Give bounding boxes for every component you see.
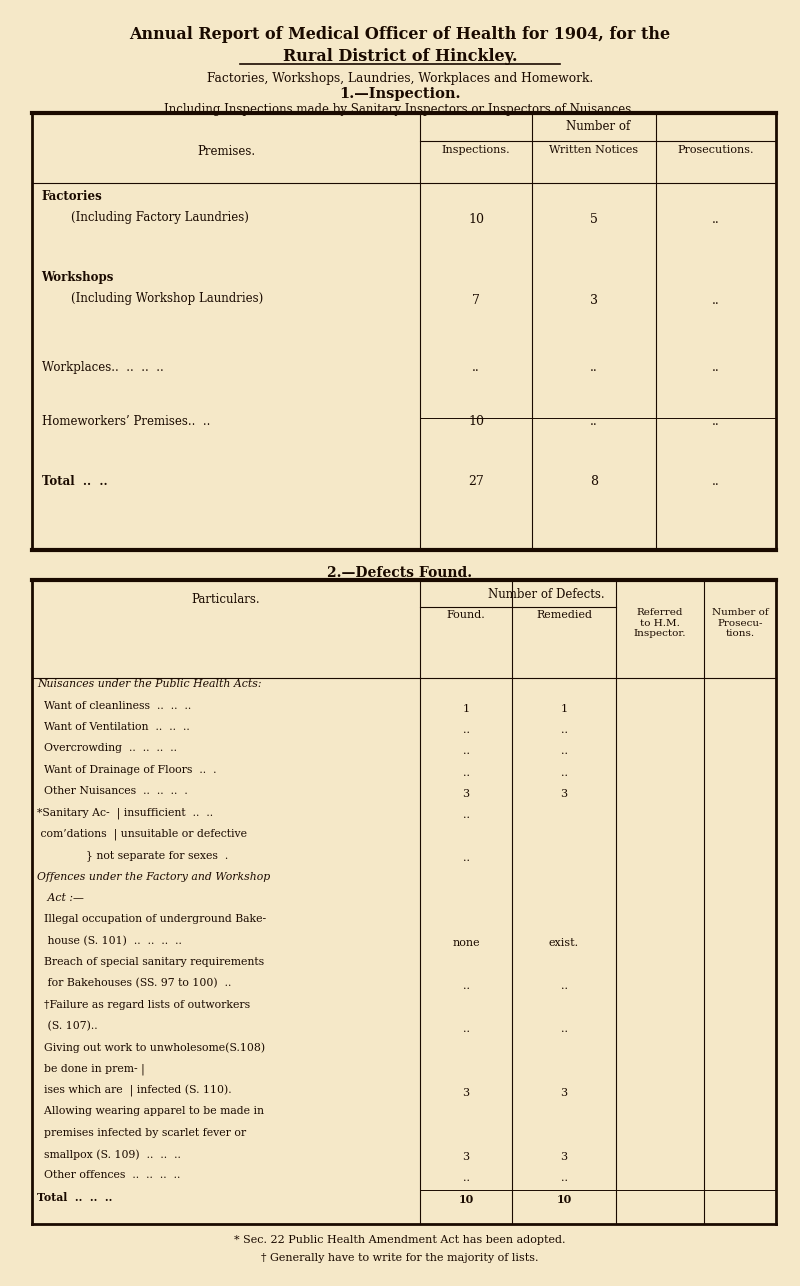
Text: Want of Ventilation  ..  ..  ..: Want of Ventilation .. .. .. bbox=[37, 723, 190, 732]
Text: ..: .. bbox=[462, 810, 470, 820]
Text: exist.: exist. bbox=[549, 939, 579, 949]
Text: 3: 3 bbox=[561, 1152, 567, 1163]
Text: Prosecutions.: Prosecutions. bbox=[678, 145, 754, 156]
Text: Factories, Workshops, Laundries, Workplaces and Homework.: Factories, Workshops, Laundries, Workpla… bbox=[207, 72, 593, 85]
Text: ..: .. bbox=[712, 475, 720, 487]
Text: Giving out work to unwholesome(S.108): Giving out work to unwholesome(S.108) bbox=[37, 1043, 265, 1053]
Text: be done in prem- |: be done in prem- | bbox=[37, 1064, 145, 1075]
Text: Nuisances under the Public Health Acts:: Nuisances under the Public Health Acts: bbox=[37, 679, 262, 689]
Text: *Sanitary Ac-  | insufficient  ..  ..: *Sanitary Ac- | insufficient .. .. bbox=[37, 808, 213, 819]
Text: ..: .. bbox=[462, 725, 470, 736]
Text: Allowing wearing apparel to be made in: Allowing wearing apparel to be made in bbox=[37, 1106, 264, 1116]
Text: 3: 3 bbox=[561, 790, 567, 799]
Text: ..: .. bbox=[561, 768, 567, 778]
Text: Total  ..  ..: Total .. .. bbox=[42, 475, 107, 487]
Text: Want of Drainage of Floors  ..  .: Want of Drainage of Floors .. . bbox=[37, 765, 216, 775]
Text: 10: 10 bbox=[556, 1195, 572, 1205]
Text: Overcrowding  ..  ..  ..  ..: Overcrowding .. .. .. .. bbox=[37, 743, 177, 754]
Text: 3: 3 bbox=[462, 1088, 470, 1098]
Text: ..: .. bbox=[561, 1173, 567, 1183]
Text: ..: .. bbox=[462, 746, 470, 756]
Text: none: none bbox=[452, 939, 480, 949]
Text: ..: .. bbox=[590, 415, 598, 428]
Text: Number of
Prosecu-
tions.: Number of Prosecu- tions. bbox=[712, 608, 768, 638]
Text: 10: 10 bbox=[468, 415, 484, 428]
Text: 3: 3 bbox=[462, 790, 470, 799]
Text: † Generally have to write for the majority of lists.: † Generally have to write for the majori… bbox=[262, 1253, 538, 1263]
Text: †Failure as regard lists of outworkers: †Failure as regard lists of outworkers bbox=[37, 999, 250, 1010]
Text: ..: .. bbox=[561, 746, 567, 756]
Text: Inspections.: Inspections. bbox=[442, 145, 510, 156]
Text: Premises.: Premises. bbox=[197, 145, 255, 158]
Text: 5: 5 bbox=[590, 213, 598, 226]
Text: smallpox (S. 109)  ..  ..  ..: smallpox (S. 109) .. .. .. bbox=[37, 1150, 181, 1160]
Text: (Including Factory Laundries): (Including Factory Laundries) bbox=[56, 211, 249, 224]
Text: Particulars.: Particulars. bbox=[192, 593, 260, 606]
Text: ..: .. bbox=[462, 1173, 470, 1183]
Text: ..: .. bbox=[712, 213, 720, 226]
Text: ..: .. bbox=[462, 981, 470, 992]
Text: Remedied: Remedied bbox=[536, 610, 592, 620]
Text: Other offences  ..  ..  ..  ..: Other offences .. .. .. .. bbox=[37, 1170, 180, 1181]
Text: Offences under the Factory and Workshop: Offences under the Factory and Workshop bbox=[37, 872, 270, 882]
Text: 3: 3 bbox=[590, 294, 598, 307]
Text: 1.—Inspection.: 1.—Inspection. bbox=[339, 87, 461, 102]
Text: ..: .. bbox=[590, 361, 598, 374]
Text: 1: 1 bbox=[462, 703, 470, 714]
Text: 8: 8 bbox=[590, 475, 598, 487]
Text: (S. 107)..: (S. 107).. bbox=[37, 1021, 98, 1031]
Text: 1: 1 bbox=[561, 703, 567, 714]
Text: Annual Report of Medical Officer of Health for 1904, for the: Annual Report of Medical Officer of Heal… bbox=[130, 26, 670, 42]
Text: Written Notices: Written Notices bbox=[550, 145, 638, 156]
Text: Number of Defects.: Number of Defects. bbox=[488, 588, 604, 601]
Text: ..: .. bbox=[712, 415, 720, 428]
Text: com’dations  | unsuitable or defective: com’dations | unsuitable or defective bbox=[37, 829, 246, 840]
Text: Factories: Factories bbox=[42, 190, 102, 203]
Text: Other Nuisances  ..  ..  ..  .: Other Nuisances .. .. .. . bbox=[37, 786, 187, 796]
Text: Act :—: Act :— bbox=[37, 892, 84, 903]
Text: Homeworkers’ Premises..  ..: Homeworkers’ Premises.. .. bbox=[42, 415, 210, 428]
Text: ..: .. bbox=[712, 294, 720, 307]
Text: ..: .. bbox=[712, 361, 720, 374]
Text: 10: 10 bbox=[458, 1195, 474, 1205]
Text: ..: .. bbox=[462, 853, 470, 863]
Text: ..: .. bbox=[561, 725, 567, 736]
Text: 10: 10 bbox=[468, 213, 484, 226]
Text: Rural District of Hinckley.: Rural District of Hinckley. bbox=[282, 48, 518, 64]
Text: Found.: Found. bbox=[446, 610, 486, 620]
Text: Referred
to H.M.
Inspector.: Referred to H.M. Inspector. bbox=[634, 608, 686, 638]
Text: Total  ..  ..  ..: Total .. .. .. bbox=[37, 1192, 112, 1202]
Text: ..: .. bbox=[561, 1024, 567, 1034]
Text: 2.—Defects Found.: 2.—Defects Found. bbox=[327, 566, 473, 580]
Text: ..: .. bbox=[472, 361, 480, 374]
Text: Workshops: Workshops bbox=[42, 271, 114, 284]
Text: Want of cleanliness  ..  ..  ..: Want of cleanliness .. .. .. bbox=[37, 701, 191, 711]
Text: 27: 27 bbox=[468, 475, 484, 487]
Text: Number of: Number of bbox=[566, 120, 630, 132]
Text: 3: 3 bbox=[462, 1152, 470, 1163]
Text: ..: .. bbox=[462, 768, 470, 778]
Text: Including Inspections made by Sanitary Inspectors or Inspectors of Nuisances.: Including Inspections made by Sanitary I… bbox=[165, 103, 635, 116]
Text: ..: .. bbox=[462, 1024, 470, 1034]
Text: Breach of special sanitary requirements: Breach of special sanitary requirements bbox=[37, 957, 264, 967]
Text: Illegal occupation of underground Bake-: Illegal occupation of underground Bake- bbox=[37, 914, 266, 925]
Text: * Sec. 22 Public Health Amendment Act has been adopted.: * Sec. 22 Public Health Amendment Act ha… bbox=[234, 1235, 566, 1245]
Text: ..: .. bbox=[561, 981, 567, 992]
Text: 3: 3 bbox=[561, 1088, 567, 1098]
Text: 7: 7 bbox=[472, 294, 480, 307]
Text: for Bakehouses (SS. 97 to 100)  ..: for Bakehouses (SS. 97 to 100) .. bbox=[37, 979, 231, 989]
Text: (Including Workshop Laundries): (Including Workshop Laundries) bbox=[56, 292, 263, 305]
Text: } not separate for sexes  .: } not separate for sexes . bbox=[37, 850, 228, 862]
Text: ises which are  | infected (S. 110).: ises which are | infected (S. 110). bbox=[37, 1085, 231, 1097]
Text: house (S. 101)  ..  ..  ..  ..: house (S. 101) .. .. .. .. bbox=[37, 936, 182, 946]
Text: Workplaces..  ..  ..  ..: Workplaces.. .. .. .. bbox=[42, 361, 163, 374]
Text: premises infected by scarlet fever or: premises infected by scarlet fever or bbox=[37, 1128, 246, 1138]
